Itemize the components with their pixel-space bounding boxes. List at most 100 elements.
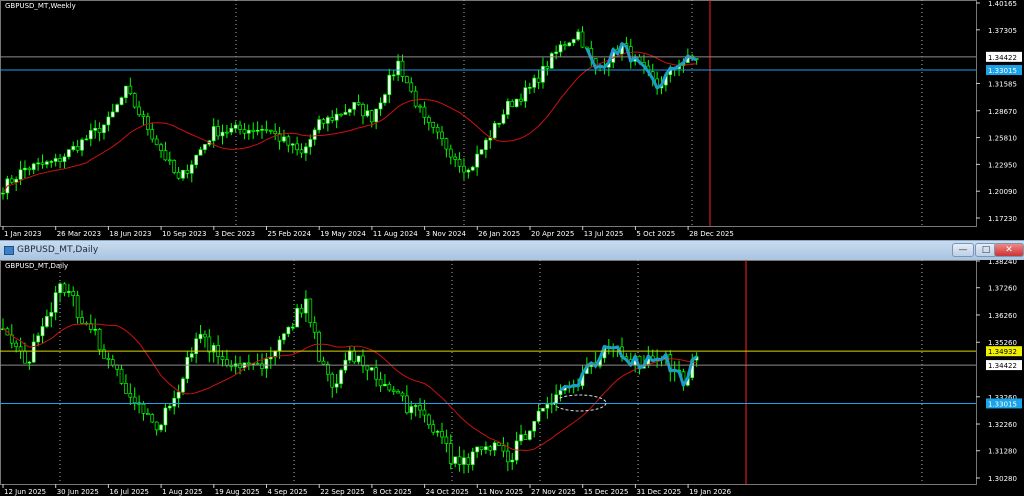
bear-candle xyxy=(132,396,137,404)
bear-candle xyxy=(422,106,427,118)
bull-candle xyxy=(466,169,471,173)
bear-candle xyxy=(71,291,76,296)
daily-window-titlebar[interactable]: GBPUSD_MT,Daily — □ ✕ xyxy=(0,240,1024,260)
bear-candle xyxy=(444,138,449,150)
bull-candle xyxy=(1,192,5,195)
bear-candle xyxy=(110,359,115,366)
window-title: GBPUSD_MT,Daily xyxy=(17,245,99,255)
bull-candle xyxy=(181,169,185,179)
bull-candle xyxy=(106,116,111,126)
bull-candle xyxy=(413,405,418,407)
bear-candle xyxy=(238,363,242,369)
bull-candle xyxy=(194,338,199,355)
weekly-chart-canvas[interactable]: 1.40165 1.37305 1.31585 1.28670 1.25810 1.229… xyxy=(0,0,1024,240)
bull-candle xyxy=(549,53,554,69)
bull-candle xyxy=(308,139,313,148)
bear-candle xyxy=(80,317,84,324)
bear-candle xyxy=(479,446,484,451)
bear-candle xyxy=(378,378,383,387)
close-button[interactable]: ✕ xyxy=(994,243,1024,257)
bull-candle xyxy=(49,312,54,317)
bull-candle xyxy=(198,333,203,340)
bear-candle xyxy=(295,143,299,151)
bull-candle xyxy=(545,404,550,409)
price-tick-label: 1.30280 xyxy=(988,475,1017,483)
bull-candle xyxy=(492,442,497,451)
price-tick-label: 1.38240 xyxy=(988,260,1017,266)
bull-candle xyxy=(102,124,106,134)
bull-candle xyxy=(229,127,234,133)
bull-candle xyxy=(383,94,387,104)
date-label: 20 Apr 2025 xyxy=(531,230,574,238)
daily-chart-canvas[interactable]: 1.38240 1.37260 1.36260 1.35260 1.33260 1.322… xyxy=(0,260,1024,496)
annotation-ellipse xyxy=(553,394,607,412)
bull-candle xyxy=(532,421,537,432)
bull-candle xyxy=(519,434,523,442)
bull-candle xyxy=(198,149,203,156)
bull-candle xyxy=(203,144,207,150)
bear-candle xyxy=(426,414,431,426)
daily-chart[interactable]: GBPUSD_MT,Daily 1.38240 1.37260 1.36260 1.3… xyxy=(0,260,1024,496)
bull-candle xyxy=(27,361,32,364)
bear-candle xyxy=(176,172,181,179)
bull-candle xyxy=(58,283,62,294)
date-label: 24 Oct 2025 xyxy=(426,488,469,496)
bull-candle xyxy=(470,451,475,465)
bull-candle xyxy=(536,410,541,422)
bear-candle xyxy=(448,443,453,464)
bear-candle xyxy=(418,405,422,411)
bear-candle xyxy=(330,373,335,388)
plot-frame xyxy=(0,0,977,227)
bear-candle xyxy=(27,167,32,170)
price-tick-label: 1.25810 xyxy=(988,135,1017,143)
bear-candle xyxy=(400,60,405,77)
bear-candle xyxy=(435,126,440,133)
price-label: 1.34422 xyxy=(988,54,1017,62)
minimize-button[interactable]: — xyxy=(952,243,974,257)
date-label: 1 Jan 2023 xyxy=(4,230,42,238)
bull-candle xyxy=(71,146,76,150)
date-label: 26 Jan 2025 xyxy=(478,230,520,238)
bull-candle xyxy=(189,164,194,174)
chart-window-icon xyxy=(4,246,14,255)
bear-candle xyxy=(444,436,449,444)
bull-candle xyxy=(352,102,357,110)
bull-candle xyxy=(492,123,497,139)
bull-candle xyxy=(484,446,488,451)
bull-candle xyxy=(378,102,383,110)
bear-candle xyxy=(75,146,80,151)
bull-candle xyxy=(510,459,515,463)
date-label: 25 Feb 2024 xyxy=(268,230,312,238)
bull-candle xyxy=(286,326,291,335)
bear-candle xyxy=(75,295,80,318)
bear-candle xyxy=(23,350,27,364)
date-label: 19 Aug 2025 xyxy=(215,488,260,496)
date-label: 19 Jan 2026 xyxy=(689,488,732,496)
bull-candle xyxy=(527,430,532,440)
bull-candle xyxy=(172,397,177,407)
bull-candle xyxy=(571,39,576,44)
date-label: 11 Aug 2024 xyxy=(373,230,418,238)
bear-candle xyxy=(409,82,414,92)
price-tick-label: 1.20090 xyxy=(988,188,1017,196)
bear-candle xyxy=(238,124,242,130)
date-label: 3 Dec 2023 xyxy=(215,230,255,238)
bull-candle xyxy=(304,146,308,154)
bull-candle xyxy=(514,440,519,461)
bear-candle xyxy=(220,356,225,360)
moving-average-line xyxy=(2,51,697,194)
bear-candle xyxy=(225,359,229,366)
bull-candle xyxy=(31,163,36,170)
date-label: 30 Jun 2025 xyxy=(57,488,99,496)
bull-candle xyxy=(264,358,269,369)
bull-candle xyxy=(484,139,488,151)
bull-candle xyxy=(181,378,185,393)
weekly-chart[interactable]: GBPUSD_MT,Weekly 1.40165 1.37305 1.31585 1.… xyxy=(0,0,1024,240)
bear-candle xyxy=(163,150,168,161)
bear-candle xyxy=(488,446,493,451)
bull-candle xyxy=(84,138,89,141)
bear-candle xyxy=(453,156,458,160)
bear-candle xyxy=(396,391,400,394)
bear-candle xyxy=(339,113,343,116)
bear-candle xyxy=(462,165,466,173)
